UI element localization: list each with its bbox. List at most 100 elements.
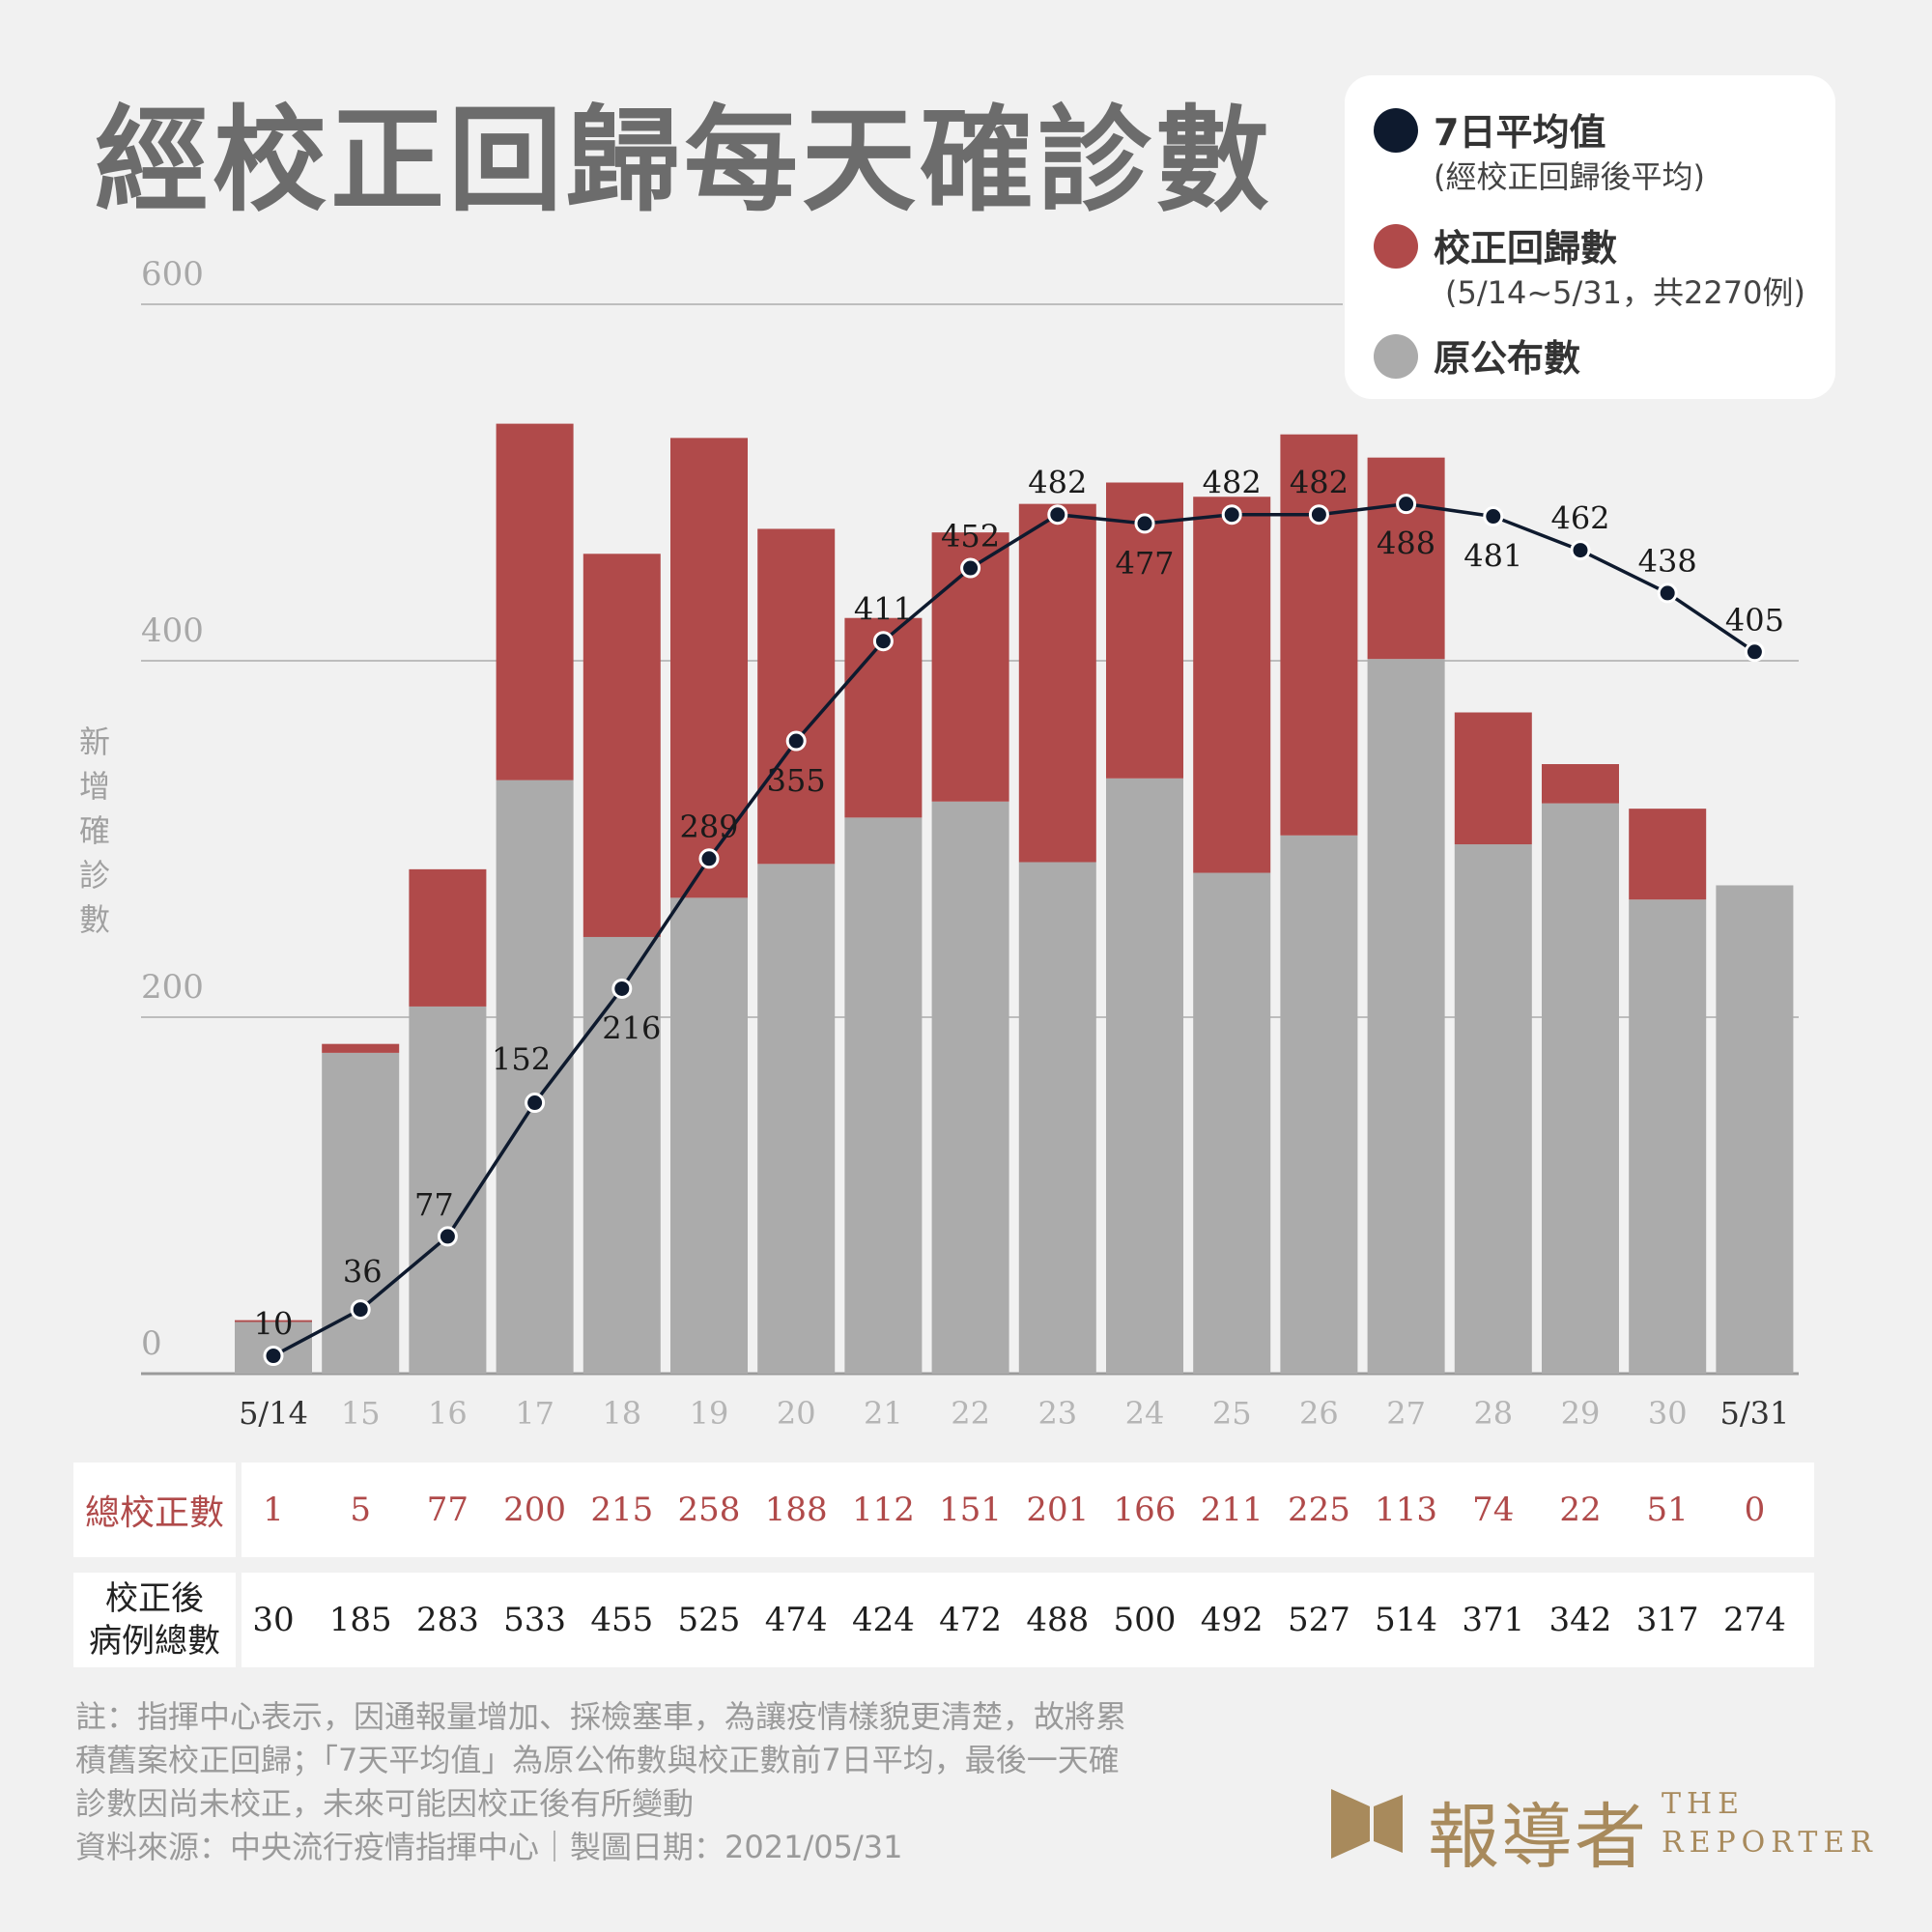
bar-corrected xyxy=(757,528,836,865)
table-cell: 455 xyxy=(590,1601,654,1639)
average-point xyxy=(1483,506,1504,527)
bar-original xyxy=(1106,778,1183,1374)
table-cell: 51 xyxy=(1646,1491,1689,1529)
x-tick-label: 20 xyxy=(777,1395,816,1432)
table-cell: 225 xyxy=(1287,1491,1350,1529)
bar-original xyxy=(1629,899,1707,1374)
source-line: 資料來源：中央流行疫情指揮中心｜製圖日期：2021/05/31 xyxy=(75,1829,903,1865)
bar-original xyxy=(1542,803,1619,1374)
average-label: 77 xyxy=(414,1186,454,1223)
table-cell: 185 xyxy=(328,1601,392,1639)
x-tick-label: 22 xyxy=(951,1395,990,1432)
table-cell: 22 xyxy=(1559,1491,1602,1529)
table-cell: 474 xyxy=(764,1601,828,1639)
reporter-logo: 報導者 THE REPORTER xyxy=(1331,1785,1872,1879)
y-axis-ticks: 0 200 400 600 xyxy=(141,255,204,1363)
bar-corrected xyxy=(1018,503,1096,863)
notes: 註：指揮中心表示，因通報量增加、採檢塞車，為讓疫情樣貌更清楚，故將累 積舊案校正… xyxy=(75,1695,1235,1869)
average-point xyxy=(1308,504,1329,526)
average-label: 452 xyxy=(941,518,1000,554)
chart-title: 經校正回歸每天確診數 xyxy=(95,94,1274,227)
x-tick-label: 18 xyxy=(602,1395,641,1432)
logo-text-en: THE xyxy=(1662,1787,1746,1821)
average-polyline xyxy=(272,501,1756,1358)
table-cell: 188 xyxy=(764,1491,828,1529)
note-line: 註：指揮中心表示，因通報量增加、採檢塞車，為讓疫情樣貌更清楚，故將累 xyxy=(75,1698,1127,1735)
x-tick-label: 26 xyxy=(1299,1395,1339,1432)
average-point xyxy=(1744,641,1765,663)
x-tick-label: 28 xyxy=(1473,1395,1513,1432)
average-point xyxy=(785,730,807,752)
bar-corrected xyxy=(1193,497,1271,873)
table-cell: 283 xyxy=(415,1601,479,1639)
bar-original xyxy=(409,1006,487,1374)
legend-sublabel: (經校正回歸後平均) xyxy=(1434,158,1705,195)
y-tick-label: 200 xyxy=(141,968,204,1007)
x-tick-label: 30 xyxy=(1648,1395,1688,1432)
average-point xyxy=(872,631,894,652)
average-label: 482 xyxy=(1203,465,1262,501)
y-tick-label: 600 xyxy=(141,255,204,294)
legend-dot-original xyxy=(1374,334,1418,379)
legend-label: 7日平均值 xyxy=(1434,111,1606,154)
table-row-label-line1: 校正後 xyxy=(105,1579,204,1618)
table-cell: 527 xyxy=(1287,1601,1350,1639)
table-cell: 5 xyxy=(350,1491,371,1529)
average-label: 289 xyxy=(679,809,738,845)
x-tick-label: 5/14 xyxy=(239,1395,308,1432)
table-cell: 151 xyxy=(939,1491,1003,1529)
table-cell: 1 xyxy=(263,1491,284,1529)
bar-original xyxy=(1454,844,1532,1374)
bar-corrected xyxy=(1367,457,1445,660)
average-label: 405 xyxy=(1725,602,1784,639)
average-point xyxy=(525,1093,546,1114)
x-tick-label: 23 xyxy=(1037,1395,1077,1432)
table-cell: 201 xyxy=(1026,1491,1090,1529)
bar-original xyxy=(496,780,574,1374)
table-cell: 525 xyxy=(677,1601,741,1639)
y-tick-label: 400 xyxy=(141,611,204,650)
average-label: 481 xyxy=(1463,538,1522,575)
average-point xyxy=(960,557,981,579)
average-label: 462 xyxy=(1550,500,1609,537)
average-line xyxy=(263,494,1765,1367)
average-point xyxy=(1396,494,1417,515)
average-point xyxy=(263,1346,284,1367)
logo-text-en: REPORTER xyxy=(1662,1826,1878,1860)
table-cell: 30 xyxy=(252,1601,295,1639)
x-tick-label: 5/31 xyxy=(1719,1395,1789,1432)
average-label: 355 xyxy=(767,762,826,799)
legend-label: 校正回歸數 xyxy=(1434,227,1618,270)
bar-original xyxy=(931,801,1009,1374)
average-point xyxy=(611,978,633,999)
note-line: 診數因尚未校正，未來可能因校正後有所變動 xyxy=(75,1785,695,1822)
table-cells: 30 185 283 533 455 525 474 424 472 488 500 492 527 51… xyxy=(242,1573,1814,1667)
x-tick-label: 27 xyxy=(1386,1395,1426,1432)
x-tick-label: 21 xyxy=(864,1395,903,1432)
average-label: 477 xyxy=(1115,545,1174,582)
bar-corrected xyxy=(1542,764,1619,804)
table-row-totals: 校正後 病例總數 30 185 283 533 455 525 474 424 472 488 50… xyxy=(73,1573,1814,1667)
legend-label: 原公布數 xyxy=(1434,337,1581,380)
table-cell: 317 xyxy=(1635,1601,1699,1639)
table-row-label-line2: 病例總數 xyxy=(89,1622,220,1661)
bar-original xyxy=(1193,872,1271,1374)
average-labels: 10 36 77 152 216 289 355 411 452 482 477 482 482 488 4… xyxy=(254,465,1784,1343)
average-point xyxy=(437,1226,458,1247)
bar-corrected xyxy=(1629,809,1707,900)
table-cell: 472 xyxy=(939,1601,1003,1639)
average-label: 488 xyxy=(1377,526,1435,562)
table-cell: 77 xyxy=(426,1491,469,1529)
legend-dot-corrected xyxy=(1374,224,1418,269)
average-point xyxy=(1047,504,1068,526)
table-cell: 211 xyxy=(1200,1491,1264,1529)
x-tick-label: 15 xyxy=(341,1395,381,1432)
table-cell: 200 xyxy=(503,1491,567,1529)
table-row-label: 校正後 病例總數 xyxy=(73,1573,236,1667)
average-label: 36 xyxy=(343,1254,383,1291)
x-axis-ticks: 5/14 15 16 17 18 19 20 21 22 23 24 25 26 27 28 29 30 5/31 xyxy=(239,1395,1789,1432)
bar-corrected xyxy=(235,1320,312,1322)
logo-text-cn: 報導者 xyxy=(1428,1796,1648,1879)
y-tick-label: 0 xyxy=(141,1324,162,1363)
table-cell: 274 xyxy=(1722,1601,1786,1639)
